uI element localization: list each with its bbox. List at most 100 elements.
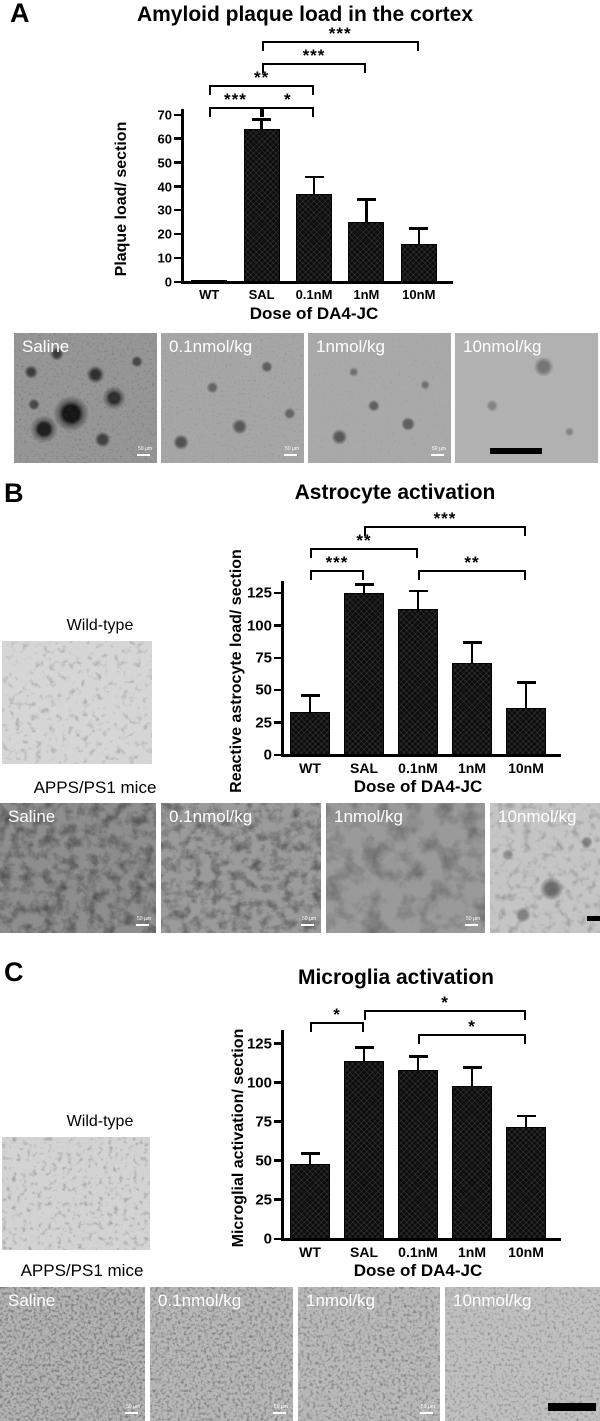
error-whisker <box>308 696 312 713</box>
scale-bar-label: 50 µm <box>285 446 299 452</box>
micrograph-label: 10nmol/kg <box>498 807 577 826</box>
significance-stars: ** <box>464 553 480 572</box>
micrograph-label: 10nmol/kg <box>453 1291 532 1310</box>
micrograph-label: 1nmol/kg <box>306 1291 375 1310</box>
panel-a-letter: A <box>10 0 30 28</box>
scale-bar-label: 50 µm <box>302 916 316 922</box>
error-cap <box>516 681 536 684</box>
error-cap <box>462 1066 482 1069</box>
scale-bar <box>284 454 297 456</box>
micrograph-label: Saline <box>8 807 56 826</box>
y-tick <box>174 232 181 236</box>
bar-SAL <box>344 1061 384 1239</box>
error-whisker <box>365 200 368 223</box>
micrograph-texture <box>161 333 304 463</box>
micrograph-texture <box>2 1137 150 1250</box>
micrograph-label: 0.1nmol/kg <box>169 807 253 826</box>
micrograph-texture <box>0 1287 145 1421</box>
y-tick <box>174 208 181 212</box>
error-cap <box>304 175 324 179</box>
x-axis-title: Dose of DA4-JC <box>249 304 379 323</box>
x-category-label: 10nM <box>402 287 436 302</box>
scale-bar-label: 50 µm <box>137 916 151 922</box>
y-tick-label: 25 <box>255 1191 272 1209</box>
x-category-label: WT <box>299 1244 321 1260</box>
y-tick-label: 20 <box>157 226 172 242</box>
scale-bar <box>273 1412 286 1414</box>
y-tick-label: 30 <box>157 202 172 218</box>
x-axis <box>281 1238 561 1241</box>
micrograph-a-1nmol: 1nmol/kg 50 µm <box>308 333 451 463</box>
significance-bracket <box>418 570 526 580</box>
scale-bar-label: 50 µm <box>138 446 152 452</box>
significance-stars: * <box>468 1017 476 1036</box>
micrograph-a-10nmol: 10nmol/kg <box>455 333 598 463</box>
bar-10nM <box>506 1126 546 1239</box>
bar-1nM <box>348 222 385 282</box>
panel-c-letter: C <box>4 957 24 987</box>
y-axis-title: Plaque load/ section <box>113 121 130 276</box>
y-tick <box>274 1159 281 1162</box>
y-tick-label: 25 <box>255 714 272 732</box>
bar-SAL <box>243 129 280 282</box>
apps-ps1-label: APPS/PS1 mice <box>20 1261 144 1280</box>
x-category-label: 0.1nM <box>295 287 333 302</box>
micrograph-texture <box>150 1287 293 1421</box>
y-tick-label: 75 <box>255 649 272 667</box>
scale-bar-label: 50 µm <box>432 446 446 452</box>
panel-c-title: Microglia activation <box>297 966 495 989</box>
bar-chart-amyloid-plaque: 0 10 20 30 40 50 60 70 WT SAL 0.1nM 1nM 10nM Dose of … <box>113 25 453 322</box>
y-tick-label: 100 <box>246 1074 272 1092</box>
micrograph-texture <box>455 333 598 463</box>
panel-b-letter: B <box>4 478 24 508</box>
micrograph-label: 0.1nmol/kg <box>169 337 253 356</box>
bar-chart-microglia: 0 25 50 75 100 125 WT SAL 0.1nM 1nM 10nM Dose of DA… <box>230 994 561 1279</box>
y-tick <box>274 1081 281 1084</box>
error-cap <box>408 589 428 593</box>
error-whisker <box>308 1154 312 1165</box>
wild-type-label: Wild-type <box>66 617 134 634</box>
significance-stars: *** <box>328 24 352 43</box>
x-category-label: WT <box>299 760 321 776</box>
x-category-label: 10nM <box>508 760 544 776</box>
micrograph-c-10nmol: 10nmol/kg <box>445 1287 600 1421</box>
y-tick <box>174 280 181 283</box>
x-axis <box>181 281 453 284</box>
x-category-label: 1nM <box>458 1244 486 1260</box>
scale-bar-label: 50 µm <box>421 1404 435 1410</box>
y-tick-label: 75 <box>255 1113 272 1131</box>
panel-a-title: Amyloid plaque load in the cortex <box>136 3 474 26</box>
error-cap <box>300 694 320 697</box>
y-tick <box>274 1198 281 1201</box>
error-whisker <box>312 178 316 194</box>
panel-b-title: Astrocyte activation <box>294 481 496 504</box>
y-tick-label: 10 <box>157 250 172 266</box>
x-category-label: 10nM <box>508 1244 544 1260</box>
micrograph-label: Saline <box>8 1291 56 1310</box>
error-cap <box>354 583 374 586</box>
bar-0.1nM <box>296 193 332 282</box>
x-category-label: 1nM <box>458 760 486 776</box>
micrograph-label: 0.1nmol/kg <box>158 1291 242 1310</box>
significance-stars: ** <box>356 531 372 550</box>
error-whisker <box>416 1057 420 1071</box>
y-tick <box>274 688 281 692</box>
micrograph-texture <box>326 803 485 933</box>
y-tick-label: 0 <box>263 1230 272 1248</box>
significance-bracket <box>261 63 367 73</box>
y-tick <box>274 1042 281 1045</box>
micrograph-c-saline: Saline 50 µm <box>0 1287 145 1421</box>
y-tick <box>174 137 181 140</box>
error-whisker <box>470 1068 474 1086</box>
y-axis <box>281 1030 284 1239</box>
significance-stars: * <box>283 90 292 109</box>
y-tick <box>174 161 181 164</box>
error-whisker <box>416 592 420 609</box>
x-category-label: SAL <box>350 1244 378 1260</box>
bar-1nM <box>452 663 492 755</box>
micrograph-label: 1nmol/kg <box>334 807 403 826</box>
error-whisker <box>260 120 263 130</box>
y-tick <box>274 591 281 595</box>
error-whisker <box>524 683 528 709</box>
